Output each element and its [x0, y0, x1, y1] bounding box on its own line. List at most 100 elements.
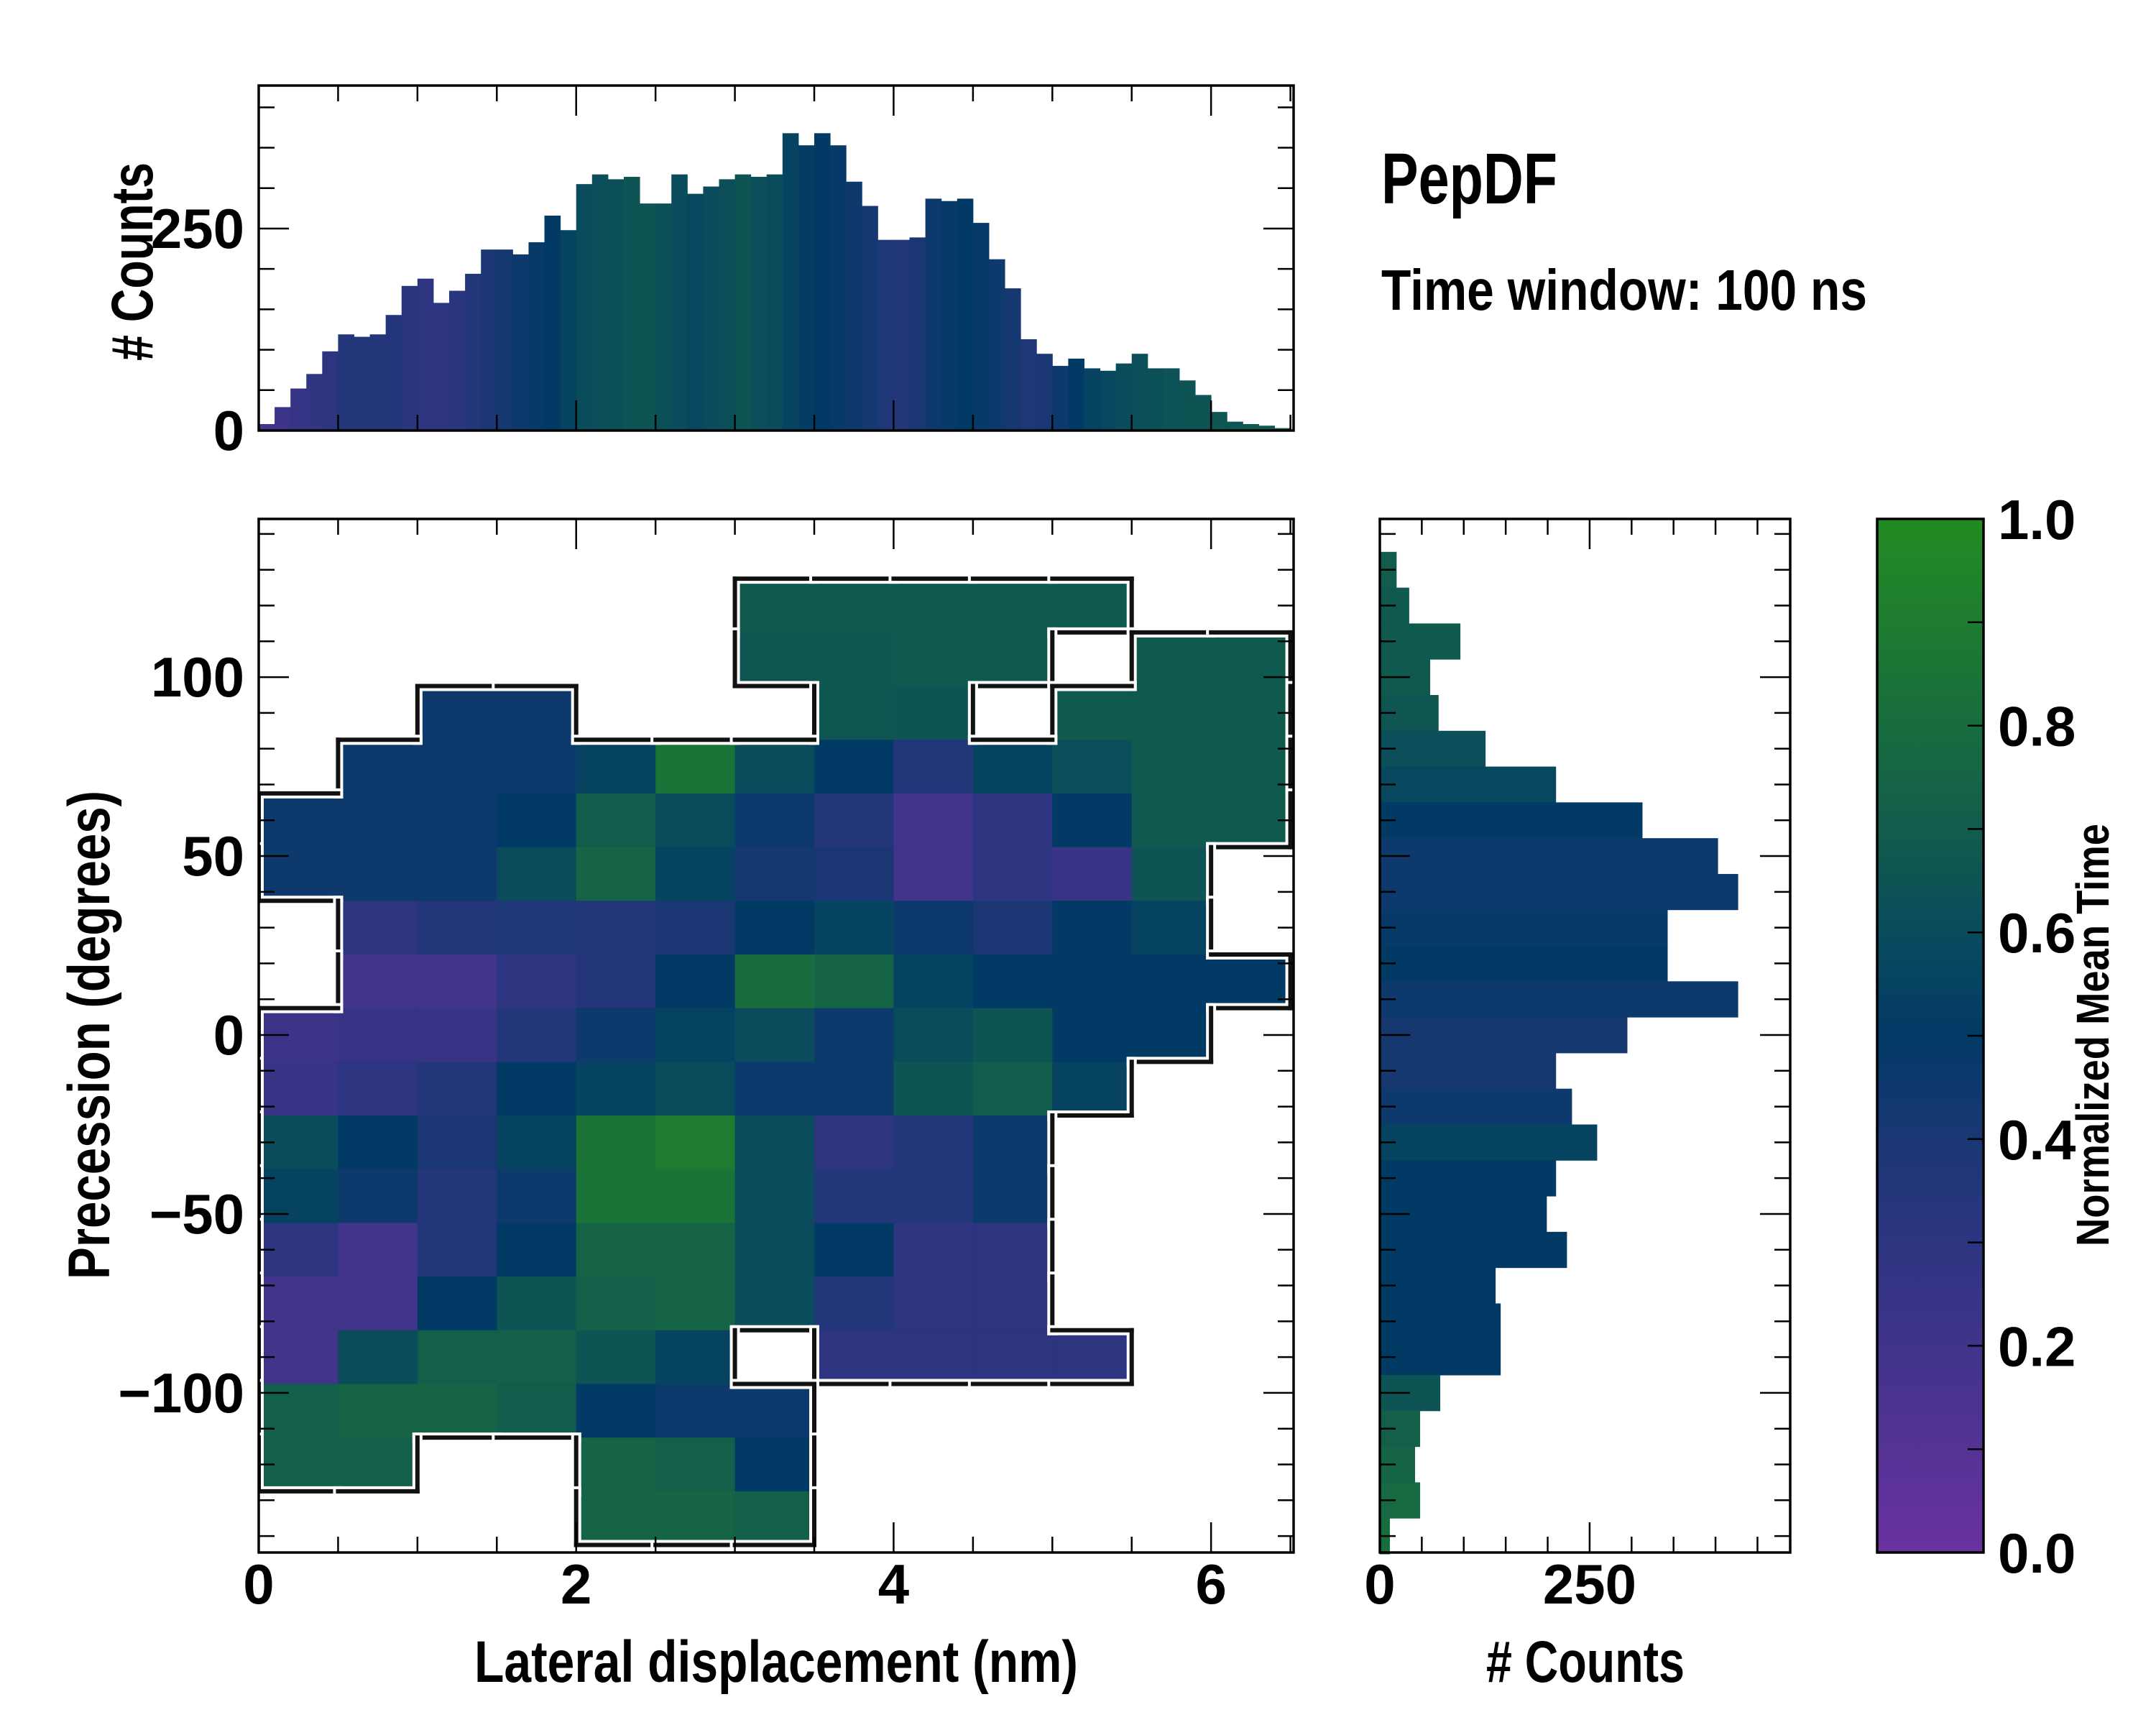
y-tick-label: 100 [151, 645, 244, 709]
heatmap-cells [259, 579, 1291, 1546]
heatmap-cell [338, 847, 418, 901]
histogram-bar [1005, 288, 1021, 431]
histogram-bar [1084, 368, 1101, 431]
y-tick-label: 50 [182, 824, 244, 888]
heatmap-cell [893, 686, 974, 740]
heatmap-cell [417, 1384, 497, 1438]
heatmap-cell [417, 1276, 497, 1331]
heatmap-cell [972, 847, 1053, 901]
histogram-bar [338, 334, 355, 431]
top-hist-y-axis-label: # Counts [100, 162, 165, 361]
heatmap-cell [338, 1223, 418, 1277]
histogram-bar [275, 407, 291, 431]
heatmap-cell [814, 740, 895, 794]
heatmap-cell [576, 1384, 656, 1438]
heatmap-cell [417, 740, 497, 794]
heatmap-cell [576, 1062, 656, 1116]
histogram-bar [862, 206, 878, 431]
histogram-bar [1380, 802, 1643, 839]
heatmap-cell [655, 1330, 736, 1385]
x-tick-label: 0 [1364, 1552, 1395, 1616]
histogram-bar [1147, 368, 1164, 431]
histogram-bar [1227, 421, 1243, 431]
heatmap-cell [338, 1062, 418, 1116]
heatmap-cell [972, 740, 1053, 794]
heatmap-cell [734, 1384, 815, 1438]
histogram-bar [719, 179, 736, 431]
heatmap-cell [655, 1438, 736, 1492]
histogram-bar [354, 336, 371, 431]
histogram-bar [972, 223, 990, 431]
histogram-bar [433, 303, 450, 431]
heatmap-cell [814, 1223, 895, 1277]
heatmap-cell [734, 1438, 815, 1492]
heatmap-cell [814, 954, 895, 1009]
histogram-bar [1036, 354, 1053, 431]
main-2d-histogram: 0 2 4 6 100 50 0 −50 −100 [118, 518, 1295, 1616]
histogram-bar [1380, 1339, 1501, 1376]
heatmap-cell [576, 954, 656, 1009]
heatmap-cell [1131, 901, 1212, 955]
heatmap-cell [655, 1384, 736, 1438]
heatmap-cell [576, 740, 656, 794]
heatmap-cell [576, 1116, 656, 1170]
heatmap-cell [576, 1169, 656, 1224]
heatmap-cell [893, 954, 974, 1009]
histogram-bar [1195, 395, 1212, 431]
heatmap-cell [576, 793, 656, 848]
heatmap-cell [655, 901, 736, 955]
x-tick-label: 2 [561, 1552, 591, 1616]
heatmap-cell [338, 1169, 418, 1224]
heatmap-cell [497, 1008, 577, 1062]
heatmap-cell [972, 1276, 1053, 1331]
histogram-bar [528, 242, 545, 431]
heatmap-cell [655, 793, 736, 848]
x-axis-label: Lateral displacement (nm) [474, 1629, 1078, 1695]
heatmap-cell [734, 740, 815, 794]
histogram-bar [877, 239, 894, 431]
heatmap-cell [576, 901, 656, 955]
heatmap-cell [734, 1223, 815, 1277]
histogram-bar [512, 254, 529, 431]
top-axes-frame [257, 84, 1295, 432]
heatmap-cell [893, 847, 974, 901]
heatmap-cell [972, 1223, 1053, 1277]
histogram-bar [449, 290, 466, 431]
heatmap-cell [734, 579, 815, 633]
histogram-bar [925, 198, 942, 431]
heatmap-cell [417, 847, 497, 901]
heatmap-cell [814, 847, 895, 901]
heatmap-cell [1052, 1062, 1133, 1116]
heatmap-cell [417, 1330, 497, 1385]
heatmap-cell [576, 1276, 656, 1331]
histogram-bar [1380, 1124, 1598, 1161]
histogram-bar [306, 374, 323, 431]
heatmap-cell [417, 686, 497, 740]
colorbar-label: Normalized Mean Time [2067, 824, 2119, 1246]
colorbar-tick-label: 0.2 [1998, 1315, 2076, 1378]
heatmap-cell [814, 579, 895, 633]
histogram-bar [1380, 1017, 1628, 1054]
heatmap-cell [338, 954, 418, 1009]
histogram-bar [576, 184, 593, 431]
heatmap-cell [576, 1491, 656, 1546]
heatmap-cell [893, 1169, 974, 1224]
colorbar-tick-label: 0.4 [1998, 1108, 2076, 1172]
heatmap-cell [655, 1169, 736, 1224]
heatmap-cell [1052, 847, 1133, 901]
heatmap-cell [1131, 954, 1212, 1009]
heatmap-cell [972, 1330, 1053, 1385]
histogram-bar [481, 249, 497, 431]
histogram-bar [671, 174, 688, 431]
heatmap-cell [338, 1116, 418, 1170]
heatmap-cell [972, 632, 1053, 687]
heatmap-cell [1052, 901, 1133, 955]
heatmap-cell [497, 901, 577, 955]
heatmap-cell [1052, 686, 1133, 740]
time-window-label: Time window: 100 ns [1381, 258, 1867, 322]
histogram-bar [1100, 370, 1117, 431]
histogram-bar [1052, 366, 1069, 431]
heatmap-cell [338, 901, 418, 955]
histogram-bar [988, 259, 1005, 431]
heatmap-cell [655, 954, 736, 1009]
